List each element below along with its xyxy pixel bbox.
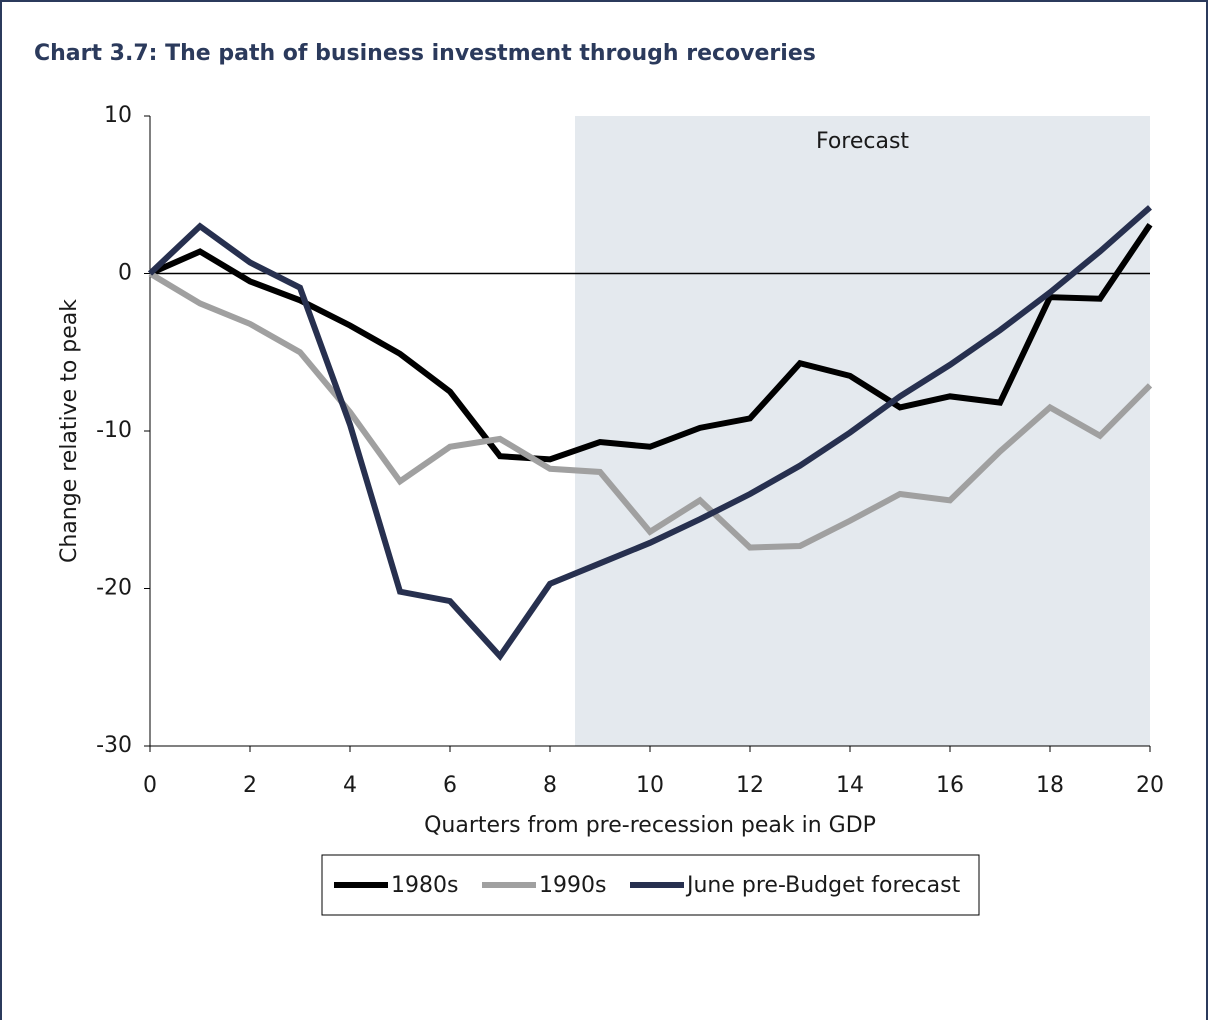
y-tick-label: -20 — [96, 576, 132, 601]
series-line — [148, 222, 1153, 463]
forecast-region — [575, 116, 1150, 746]
chart-title: Chart 3.7: The path of business investme… — [34, 41, 816, 66]
x-tick-label: 8 — [543, 773, 557, 798]
y-tick-label: -10 — [96, 418, 132, 443]
y-tick-label: 10 — [104, 103, 132, 128]
legend-label: 1990s — [539, 873, 606, 898]
series-line — [148, 270, 1153, 551]
x-axis-label: Quarters from pre-recession peak in GDP — [424, 813, 876, 838]
x-tick-label: 14 — [836, 773, 864, 798]
x-tick-label: 18 — [1036, 773, 1064, 798]
legend-label: 1980s — [391, 873, 458, 898]
y-tick-label: 0 — [118, 261, 132, 286]
series-line — [147, 205, 1152, 662]
y-tick-label: -30 — [96, 733, 132, 758]
x-tick-label: 6 — [443, 773, 457, 798]
x-tick-label: 20 — [1136, 773, 1164, 798]
region-label: Forecast — [816, 129, 909, 154]
x-tick-label: 16 — [936, 773, 964, 798]
x-tick-label: 10 — [636, 773, 664, 798]
x-tick-label: 0 — [143, 773, 157, 798]
legend-label: June pre-Budget forecast — [685, 873, 961, 898]
x-tick-label: 12 — [736, 773, 764, 798]
x-tick-label: 2 — [243, 773, 257, 798]
x-tick-label: 4 — [343, 773, 357, 798]
y-axis-label: Change relative to peak — [57, 299, 82, 563]
